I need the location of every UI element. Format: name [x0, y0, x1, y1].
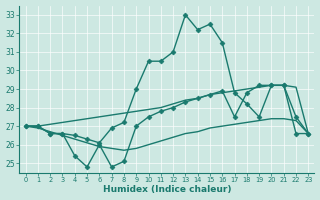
X-axis label: Humidex (Indice chaleur): Humidex (Indice chaleur)	[103, 185, 231, 194]
